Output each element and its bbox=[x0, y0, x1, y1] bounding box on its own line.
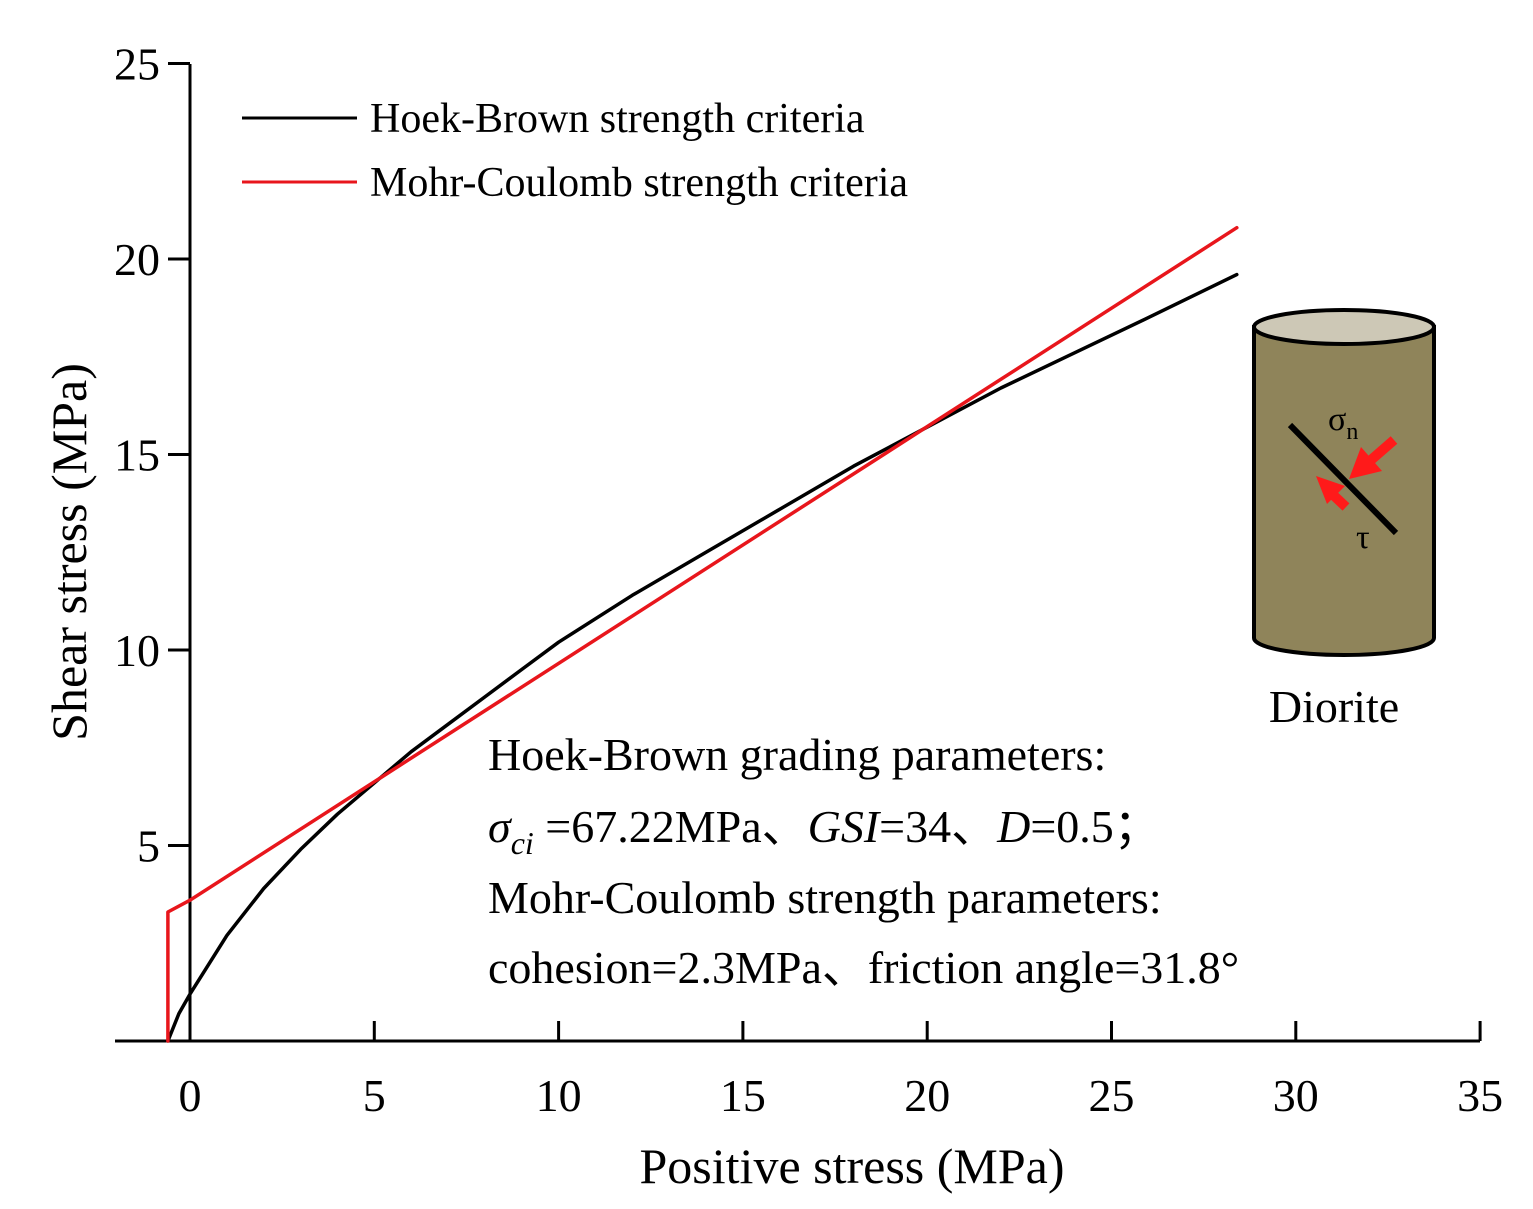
specimen-top-face bbox=[1252, 308, 1436, 346]
parameter-annotation: Hoek-Brown grading parameters: σci =67.2… bbox=[488, 729, 1239, 993]
x-tick-label-35: 35 bbox=[1457, 1070, 1503, 1121]
y-tick-label-15: 15 bbox=[114, 430, 160, 481]
x-axis-ticks: 0 5 10 15 20 25 30 35 bbox=[179, 1021, 1503, 1121]
hoek-brown-params-values: σci =67.22MPa、GSI=34、D=0.5； bbox=[488, 801, 1160, 861]
legend-label-mohr-coulomb: Mohr-Coulomb strength criteria bbox=[370, 160, 908, 206]
x-tick-label-25: 25 bbox=[1089, 1070, 1135, 1121]
shear-stress-arrow bbox=[1316, 476, 1350, 511]
y-tick-label-5: 5 bbox=[137, 821, 160, 872]
normal-stress-arrow bbox=[1349, 436, 1398, 479]
x-tick-label-10: 10 bbox=[536, 1070, 582, 1121]
hoek-brown-params-heading: Hoek-Brown grading parameters: bbox=[488, 729, 1106, 780]
x-tick-label-30: 30 bbox=[1273, 1070, 1319, 1121]
series-line-mohr-coulomb-strength-criteria bbox=[166, 225, 1239, 1043]
shear-stress-symbol: τ bbox=[1356, 519, 1370, 556]
normal-stress-symbol: σn bbox=[1328, 401, 1358, 445]
x-tick-label-20: 20 bbox=[904, 1070, 950, 1121]
y-axis-ticks: 5 10 15 20 25 bbox=[114, 39, 190, 872]
y-axis-label: Shear stress (MPa) bbox=[41, 363, 97, 741]
series-line-hoek-brown-strength-criteria bbox=[166, 272, 1239, 1043]
y-tick-label-25: 25 bbox=[114, 39, 160, 90]
legend-label-hoek-brown: Hoek-Brown strength criteria bbox=[370, 96, 865, 142]
x-tick-label-15: 15 bbox=[720, 1070, 766, 1121]
specimen-label: Diorite bbox=[1269, 681, 1399, 732]
legend: Hoek-Brown strength criteria Mohr-Coulom… bbox=[242, 96, 908, 206]
mohr-coulomb-params-heading: Mohr-Coulomb strength parameters: bbox=[488, 872, 1162, 923]
mohr-coulomb-params-values: cohesion=2.3MPa、friction angle=31.8° bbox=[488, 942, 1239, 993]
joint-plane bbox=[1287, 422, 1399, 536]
x-tick-label-0: 0 bbox=[179, 1070, 202, 1121]
diorite-specimen-illustration: σn τ Diorite bbox=[1252, 308, 1436, 732]
y-tick-label-20: 20 bbox=[114, 234, 160, 285]
axes: 0 5 10 15 20 25 30 35 5 10 15 20 25 bbox=[114, 39, 1503, 1122]
series-layer bbox=[166, 225, 1239, 1043]
specimen-body bbox=[1252, 325, 1436, 657]
y-tick-label-10: 10 bbox=[114, 625, 160, 676]
x-axis-label: Positive stress (MPa) bbox=[640, 1138, 1065, 1194]
x-tick-label-5: 5 bbox=[363, 1070, 386, 1121]
